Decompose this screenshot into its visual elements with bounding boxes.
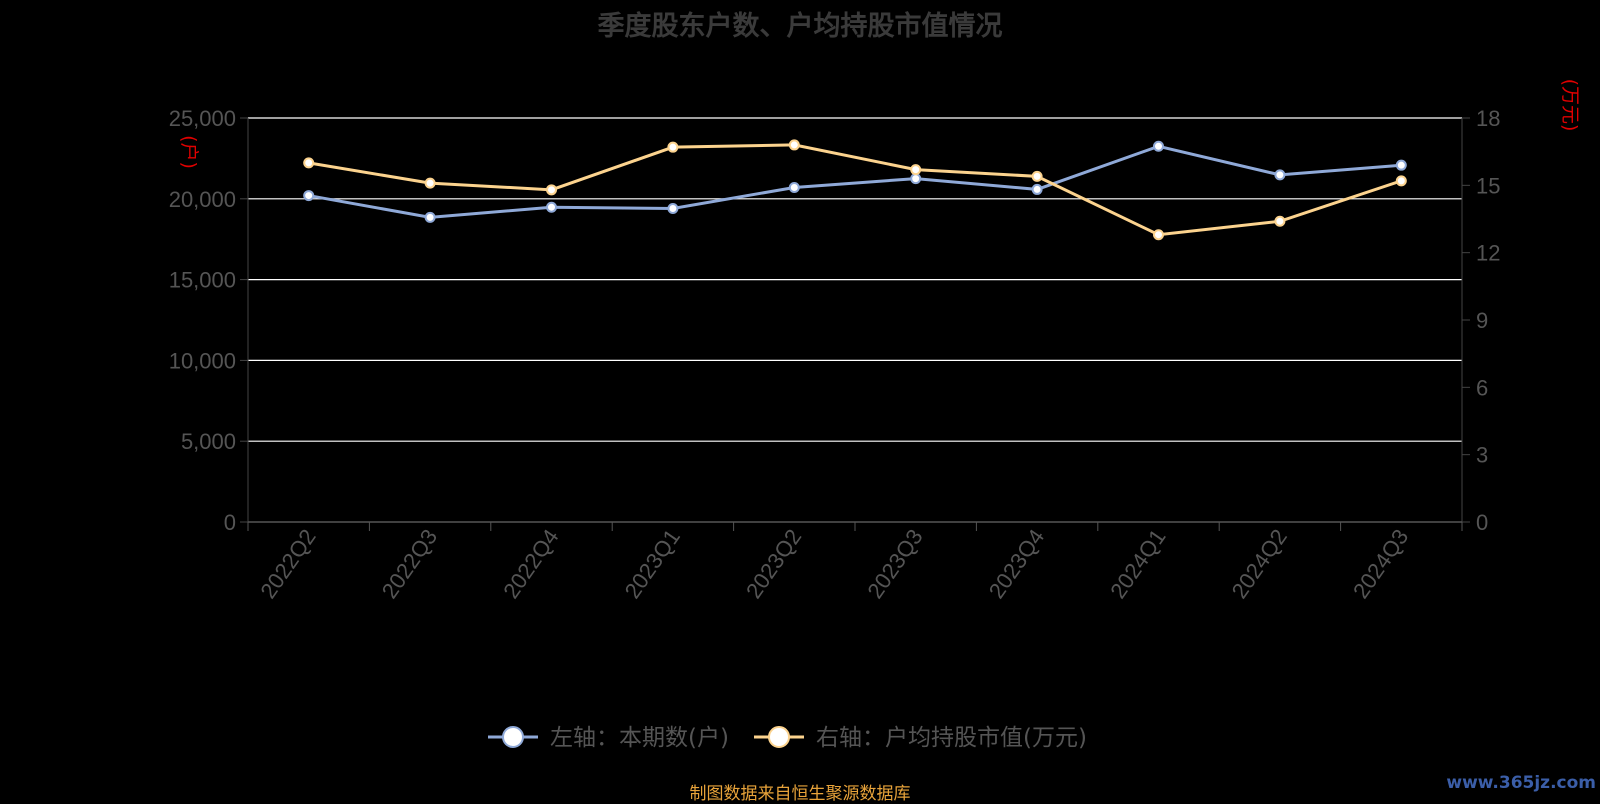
x-tick-label: 2023Q2 [741,525,806,603]
data-point[interactable] [546,201,557,213]
axis-layer: 0 5,000 10,000 15,000 20,000 25,000 0 3 6 9 12 15 18… [169,79,1581,603]
data-point[interactable] [1395,175,1407,187]
x-tick-label: 2022Q4 [498,525,563,603]
left-tick-label: 20,000 [169,187,236,212]
data-point[interactable] [667,141,679,153]
data-point[interactable] [303,190,315,202]
x-tick-label: 2022Q2 [255,525,320,603]
data-point[interactable] [424,211,436,223]
left-tick-label: 5,000 [181,429,236,454]
left-tick-label: 0 [224,510,236,535]
right-axis-unit: (万元) [1559,79,1581,132]
watermark: www.365jz.com [1446,773,1596,793]
right-tick-label: 9 [1476,308,1488,333]
grid-layer [248,117,1462,442]
right-tick-label: 3 [1476,443,1488,468]
series-line [308,143,1402,237]
left-tick-label: 25,000 [169,106,236,131]
right-tick-label: 6 [1476,375,1488,400]
data-point[interactable] [546,184,557,196]
x-tick-label: 2023Q3 [862,525,927,603]
data-point[interactable] [1031,183,1043,195]
x-tick-label: 2022Q3 [377,525,442,603]
data-point[interactable] [1153,140,1164,152]
legend-swatch-marker [768,726,790,748]
data-point[interactable] [303,157,315,169]
data-point[interactable] [788,181,800,193]
x-tick-label: 2024Q1 [1105,525,1170,603]
data-point[interactable] [788,139,800,151]
data-point[interactable] [1395,159,1407,171]
legend-label: 左轴：本期数(户) [550,725,729,751]
right-tick-label: 15 [1476,173,1500,198]
data-point[interactable] [667,202,679,214]
right-tick-label: 18 [1476,106,1500,131]
legend-item[interactable]: 右轴：户均持股市值(万元) [754,725,1087,751]
data-point[interactable] [1153,229,1164,241]
data-point[interactable] [910,173,922,185]
left-tick-label: 10,000 [169,348,236,373]
data-point[interactable] [910,164,922,176]
x-tick-label: 2023Q4 [984,525,1049,603]
data-point[interactable] [1274,215,1286,227]
right-tick-label: 0 [1476,510,1488,535]
series-layer [303,139,1407,241]
legend-swatch-marker [502,726,524,748]
x-tick-label: 2023Q1 [620,525,685,603]
x-tick-label: 2024Q3 [1348,525,1413,603]
x-tick-label: 2024Q2 [1227,525,1292,603]
left-axis-unit: (户) [178,135,200,169]
legend-item[interactable]: 左轴：本期数(户) [488,725,729,751]
left-tick-label: 15,000 [169,268,236,293]
legend-label: 右轴：户均持股市值(万元) [816,725,1087,751]
series-line [308,144,1402,219]
data-point[interactable] [424,177,436,189]
data-point[interactable] [1031,170,1043,182]
data-point[interactable] [1274,169,1286,181]
right-tick-label: 12 [1476,241,1500,266]
legend[interactable]: 左轴：本期数(户) 右轴：户均持股市值(万元) [488,725,1087,751]
chart-title: 季度股东户数、户均持股市值情况 [597,11,1003,42]
source-note: 制图数据来自恒生聚源数据库 [689,784,911,804]
